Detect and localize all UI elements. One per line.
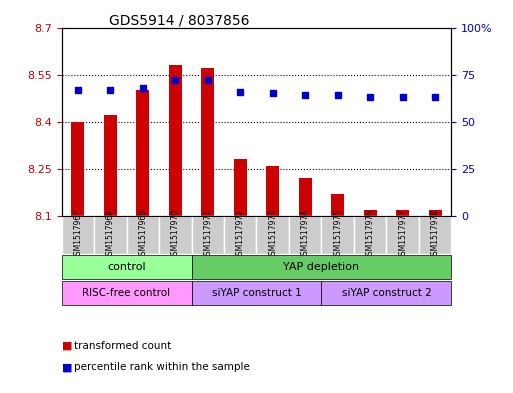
Text: GSM1517977: GSM1517977 — [398, 209, 407, 261]
Text: GSM1517972: GSM1517972 — [236, 209, 245, 261]
FancyBboxPatch shape — [354, 216, 386, 254]
FancyBboxPatch shape — [62, 255, 191, 279]
Text: percentile rank within the sample: percentile rank within the sample — [74, 362, 250, 373]
Text: siYAP construct 1: siYAP construct 1 — [212, 288, 301, 298]
Text: YAP depletion: YAP depletion — [283, 262, 360, 272]
Bar — [169, 65, 182, 216]
Text: GSM1517969: GSM1517969 — [139, 209, 147, 261]
Text: GSM1517968: GSM1517968 — [106, 209, 115, 261]
Text: GSM1517978: GSM1517978 — [431, 209, 440, 261]
Bar — [266, 166, 279, 216]
Text: GSM1517967: GSM1517967 — [73, 209, 82, 261]
FancyBboxPatch shape — [191, 216, 224, 254]
FancyBboxPatch shape — [386, 216, 419, 254]
Bar — [429, 210, 442, 216]
Text: ■: ■ — [62, 341, 72, 351]
Bar — [364, 210, 377, 216]
Bar — [71, 122, 84, 216]
Bar — [234, 160, 247, 216]
FancyBboxPatch shape — [322, 281, 451, 305]
Text: GSM1517970: GSM1517970 — [171, 209, 180, 261]
Bar — [299, 178, 312, 216]
FancyBboxPatch shape — [191, 255, 451, 279]
Bar — [331, 194, 344, 216]
Bar — [396, 210, 409, 216]
Text: GDS5914 / 8037856: GDS5914 / 8037856 — [109, 14, 250, 28]
Text: transformed count: transformed count — [74, 341, 172, 351]
Text: RISC-free control: RISC-free control — [83, 288, 171, 298]
FancyBboxPatch shape — [322, 216, 354, 254]
Text: GSM1517975: GSM1517975 — [333, 209, 342, 261]
Text: control: control — [107, 262, 146, 272]
FancyBboxPatch shape — [256, 216, 289, 254]
Bar — [136, 90, 149, 216]
Text: GSM1517974: GSM1517974 — [301, 209, 310, 261]
FancyBboxPatch shape — [62, 216, 94, 254]
Bar — [104, 116, 117, 216]
FancyBboxPatch shape — [62, 281, 191, 305]
FancyBboxPatch shape — [127, 216, 159, 254]
FancyBboxPatch shape — [94, 216, 127, 254]
Text: siYAP construct 2: siYAP construct 2 — [342, 288, 431, 298]
FancyBboxPatch shape — [191, 281, 322, 305]
FancyBboxPatch shape — [159, 216, 191, 254]
Text: ■: ■ — [62, 362, 72, 373]
Text: GSM1517973: GSM1517973 — [268, 209, 277, 261]
Text: GSM1517971: GSM1517971 — [203, 209, 212, 261]
Bar — [201, 68, 214, 216]
FancyBboxPatch shape — [224, 216, 256, 254]
Text: GSM1517976: GSM1517976 — [366, 209, 374, 261]
FancyBboxPatch shape — [419, 216, 451, 254]
FancyBboxPatch shape — [289, 216, 322, 254]
